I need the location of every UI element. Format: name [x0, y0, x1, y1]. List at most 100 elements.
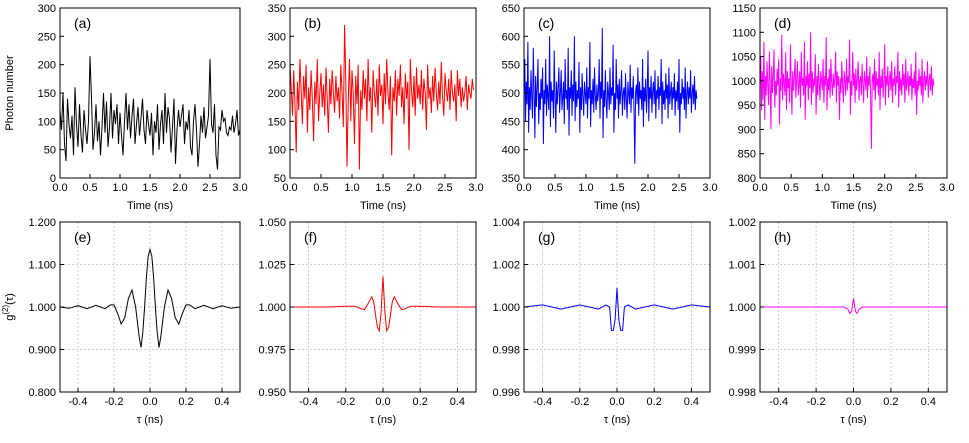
x-tick-label: 2.0 — [172, 182, 187, 194]
panel-a: 0.0 0.5 1.0 1.5 2.0 2.5 3.0 0 50 100 150 200 250 300 (… — [4, 3, 248, 212]
x-tick-label: 3.0 — [702, 182, 717, 194]
y-tick-label: 0.999 — [728, 345, 756, 357]
y-tick-label: 1150 — [732, 3, 756, 15]
x-tick-label: 0.4 — [921, 396, 936, 408]
y-tick-label: 1.002 — [492, 260, 520, 272]
y-tick-label: 650 — [502, 3, 520, 15]
plot-frame-d — [759, 7, 948, 179]
x-tick-label: 0.5 — [313, 182, 328, 194]
x-tick-label: 1.0 — [344, 182, 359, 194]
y-tick-label: 600 — [502, 31, 520, 43]
panel-f: -0.4 -0.2 0.0 0.2 0.4 0.950 0.975 1.000 1.025 1.0… — [258, 217, 477, 426]
x-tick-label: 0.2 — [883, 396, 898, 408]
x-tick-label: 1.5 — [142, 182, 157, 194]
y-tick-label: 1.050 — [258, 217, 286, 229]
x-tick-label: 0.0 — [516, 182, 531, 194]
x-tick-label: 0.4 — [214, 396, 229, 408]
series-line-a — [60, 56, 240, 170]
x-tick-label: 0.0 — [142, 396, 157, 408]
x-tick-label: 1.0 — [112, 182, 127, 194]
y-tick-label: 350 — [268, 3, 286, 15]
x-tick-label: 2.0 — [640, 182, 655, 194]
y-tick-label: 1.004 — [492, 217, 520, 229]
x-tick-label: -0.4 — [299, 396, 318, 408]
y-tick-label: 1100 — [732, 27, 756, 39]
y-tick-label: 0.800 — [28, 387, 56, 399]
x-tick-label: 0.2 — [413, 396, 428, 408]
panel-label: (h) — [774, 229, 791, 245]
y-tick-label: 0 — [50, 173, 56, 185]
panel-label: (c) — [538, 15, 554, 31]
x-tick-label: 0.2 — [178, 396, 193, 408]
panel-label: (b) — [304, 15, 321, 31]
y-tick-label: 450 — [502, 116, 520, 128]
panel-e: -0.4 -0.2 0.0 0.2 0.4 0.800 0.900 1.000 1.100 1.2… — [1, 217, 241, 426]
x-tick-label: 2.5 — [908, 182, 923, 194]
y-tick-label: 1.001 — [728, 260, 756, 272]
x-tick-label: 3.0 — [939, 182, 954, 194]
x-axis-title: Time (ns) — [830, 200, 876, 212]
x-tick-label: 0.0 — [375, 396, 390, 408]
x-tick-label: 2.5 — [437, 182, 452, 194]
series-line-g — [524, 287, 710, 331]
x-tick-label: 2.5 — [202, 182, 217, 194]
y-tick-label: 800 — [738, 173, 756, 185]
y-tick-label: 150 — [268, 116, 286, 128]
y-tick-label: 1.000 — [728, 302, 756, 314]
y-tick-label: 400 — [502, 145, 520, 157]
y-tick-label: 1.200 — [28, 217, 56, 229]
y-tick-label: 100 — [268, 145, 286, 157]
y-tick-label: 1.025 — [258, 260, 286, 272]
x-tick-label: 0.0 — [52, 182, 67, 194]
y-tick-label: 850 — [738, 149, 756, 161]
panel-c: 0.0 0.5 1.0 1.5 2.0 2.5 3.0 350 400 450 500 550 600 6… — [502, 3, 718, 212]
x-tick-label: -0.2 — [570, 396, 589, 408]
y-axis-title: g(2)(τ) — [1, 293, 16, 321]
x-tick-label: -0.4 — [533, 396, 552, 408]
y-tick-label: 300 — [38, 3, 56, 15]
y-tick-label: 300 — [268, 31, 286, 43]
x-axis-title: τ (ns) — [137, 414, 163, 426]
x-tick-label: 3.0 — [232, 182, 247, 194]
panel-h: -0.4 -0.2 0.0 0.2 0.4 0.998 0.999 1.000 1.001 1.0… — [728, 217, 948, 426]
x-tick-label: -0.2 — [336, 396, 355, 408]
series-line-c — [524, 27, 698, 164]
panel-label: (f) — [304, 229, 317, 245]
series-line-d — [760, 32, 935, 149]
x-axis-title: Time (ns) — [360, 200, 406, 212]
panel-label: (e) — [74, 229, 91, 245]
y-tick-label: 550 — [502, 60, 520, 72]
y-tick-label: 50 — [44, 145, 56, 157]
series-line-b — [290, 24, 474, 170]
y-tick-label: 1.100 — [28, 260, 56, 272]
x-tick-label: -0.4 — [769, 396, 788, 408]
x-tick-label: 0.4 — [684, 396, 699, 408]
x-axis-title: Time (ns) — [127, 200, 173, 212]
x-tick-label: 0.0 — [609, 396, 624, 408]
x-tick-label: 1.5 — [609, 182, 624, 194]
x-tick-label: 1.0 — [815, 182, 830, 194]
x-tick-label: 3.0 — [468, 182, 483, 194]
y-tick-label: 0.950 — [258, 387, 286, 399]
y-tick-label: 200 — [268, 88, 286, 100]
panel-b: 0.0 0.5 1.0 1.5 2.0 2.5 3.0 50 100 150 200 250 300 35… — [268, 3, 484, 212]
x-tick-label: -0.4 — [69, 396, 88, 408]
x-tick-label: 0.5 — [82, 182, 97, 194]
y-tick-label: 0.975 — [258, 345, 286, 357]
x-axis-title: τ (ns) — [604, 414, 630, 426]
y-tick-label: 500 — [502, 88, 520, 100]
x-tick-label: 0.5 — [784, 182, 799, 194]
y-tick-label: 0.998 — [492, 345, 520, 357]
x-tick-label: 1.5 — [846, 182, 861, 194]
x-axis-title: τ (ns) — [370, 414, 396, 426]
panel-label: (d) — [774, 15, 791, 31]
y-tick-label: 150 — [38, 88, 56, 100]
y-tick-label: 50 — [274, 173, 286, 185]
y-tick-label: 1050 — [732, 52, 756, 64]
x-tick-label: 0.0 — [846, 396, 861, 408]
y-tick-label: 950 — [738, 100, 756, 112]
series-line-e — [60, 247, 240, 348]
y-tick-label: 900 — [738, 124, 756, 136]
y-tick-label: 1.000 — [492, 302, 520, 314]
